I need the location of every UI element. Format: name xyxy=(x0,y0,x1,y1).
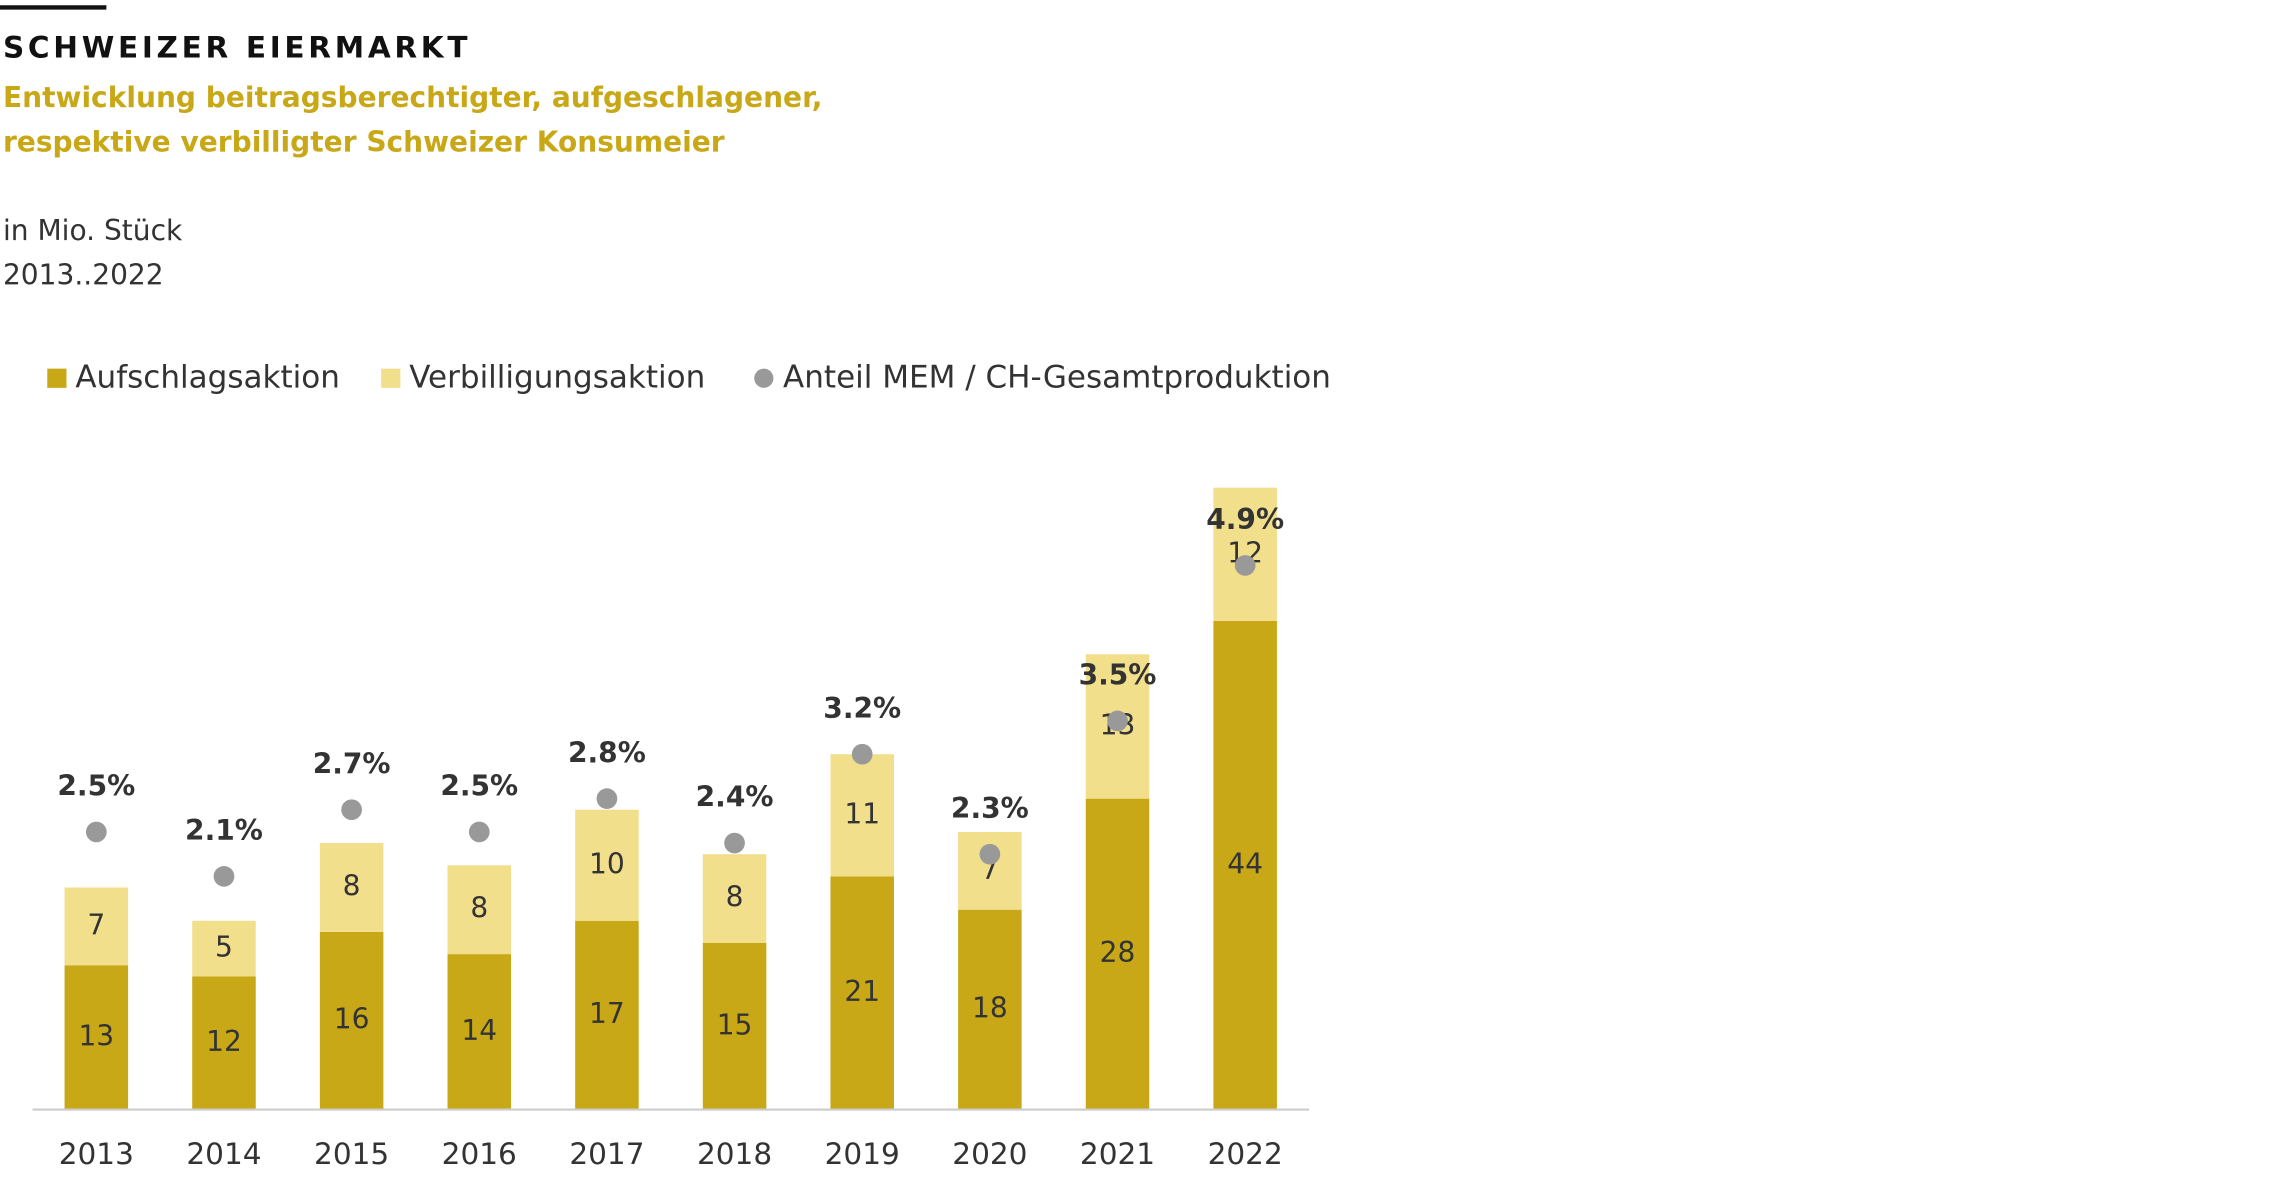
dot-label: 2.4% xyxy=(696,781,774,814)
dot-label: 2.1% xyxy=(185,814,263,847)
legend-marker xyxy=(754,368,774,388)
bar-segment xyxy=(319,843,384,932)
dot xyxy=(1234,555,1256,576)
dot-label: 2.8% xyxy=(568,736,646,769)
data-label: 14 xyxy=(461,1014,497,1047)
x-tick-label: 2020 xyxy=(952,1137,1027,1171)
x-tick-label: 2016 xyxy=(442,1137,517,1171)
dot xyxy=(979,843,1001,865)
dot xyxy=(85,821,107,843)
bar-segment xyxy=(1085,798,1150,1110)
data-label: 44 xyxy=(1227,847,1263,880)
subtitle: Entwicklung beitragsberechtigter, aufges… xyxy=(3,81,822,114)
bar-segment xyxy=(958,909,1022,1110)
data-label: 15 xyxy=(717,1008,753,1041)
bar-segment xyxy=(64,965,129,1110)
subtitle: respektive verbilligter Schweizer Konsum… xyxy=(3,125,725,158)
legend-marker xyxy=(381,368,401,388)
data-label: 7 xyxy=(87,908,105,941)
dot-label: 2.5% xyxy=(440,770,518,803)
dot-label: 3.5% xyxy=(1079,659,1157,692)
legend-label: Aufschlagsaktion xyxy=(75,359,340,395)
bar-segment xyxy=(575,809,639,921)
bar-segment xyxy=(192,976,256,1110)
bar-segment xyxy=(192,920,256,977)
dot xyxy=(1107,710,1128,732)
dot xyxy=(724,832,745,854)
dot xyxy=(468,821,490,843)
bar-segment xyxy=(1213,487,1277,621)
legend-label: Verbilligungsaktion xyxy=(409,359,705,395)
data-label: 21 xyxy=(844,975,880,1008)
note: 2013..2022 xyxy=(3,258,164,291)
x-tick-label: 2021 xyxy=(1080,1137,1155,1171)
x-tick-label: 2015 xyxy=(314,1137,389,1171)
legend-marker xyxy=(47,368,67,388)
data-label: 13 xyxy=(78,1019,114,1052)
data-label: 10 xyxy=(589,847,625,880)
chart-title: SCHWEIZER EIERMARKT xyxy=(3,30,471,64)
bar-segment xyxy=(1213,620,1277,1110)
data-label: 5 xyxy=(215,931,233,964)
x-tick-label: 2014 xyxy=(186,1137,261,1171)
data-label: 8 xyxy=(726,881,744,914)
dot xyxy=(213,866,235,887)
note: in Mio. Stück xyxy=(3,214,183,247)
dot-label: 4.9% xyxy=(1206,503,1284,536)
data-label: 17 xyxy=(589,997,625,1030)
x-tick-label: 2017 xyxy=(569,1137,644,1171)
bar-segment xyxy=(447,954,512,1110)
data-label: 11 xyxy=(844,797,880,830)
bar-segment xyxy=(64,887,129,966)
dot-label: 2.3% xyxy=(951,792,1029,825)
dot-label: 3.2% xyxy=(823,692,901,725)
x-tick-label: 2022 xyxy=(1208,1137,1283,1171)
bar-segment xyxy=(319,931,384,1110)
bar-segment xyxy=(830,754,894,877)
x-tick-label: 2019 xyxy=(825,1137,900,1171)
bar-segment xyxy=(702,854,767,943)
bar-segment xyxy=(575,920,639,1110)
dot-label: 2.7% xyxy=(313,747,391,780)
data-label: 16 xyxy=(334,1003,370,1036)
bar-segment xyxy=(830,876,894,1110)
legend-label: Anteil MEM / CH-Gesamtproduktion xyxy=(783,359,1331,395)
data-label: 8 xyxy=(470,892,488,925)
data-label: 18 xyxy=(972,992,1008,1025)
bar-segment xyxy=(447,865,512,955)
data-label: 8 xyxy=(343,869,361,902)
data-label: 28 xyxy=(1100,936,1136,969)
dot xyxy=(341,799,362,821)
dot xyxy=(851,743,873,765)
bar-segment xyxy=(702,943,767,1110)
x-tick-label: 2018 xyxy=(697,1137,772,1171)
dot xyxy=(596,788,618,809)
data-label: 12 xyxy=(206,1025,242,1058)
x-tick-label: 2013 xyxy=(59,1137,134,1171)
dot-label: 2.5% xyxy=(57,770,135,803)
